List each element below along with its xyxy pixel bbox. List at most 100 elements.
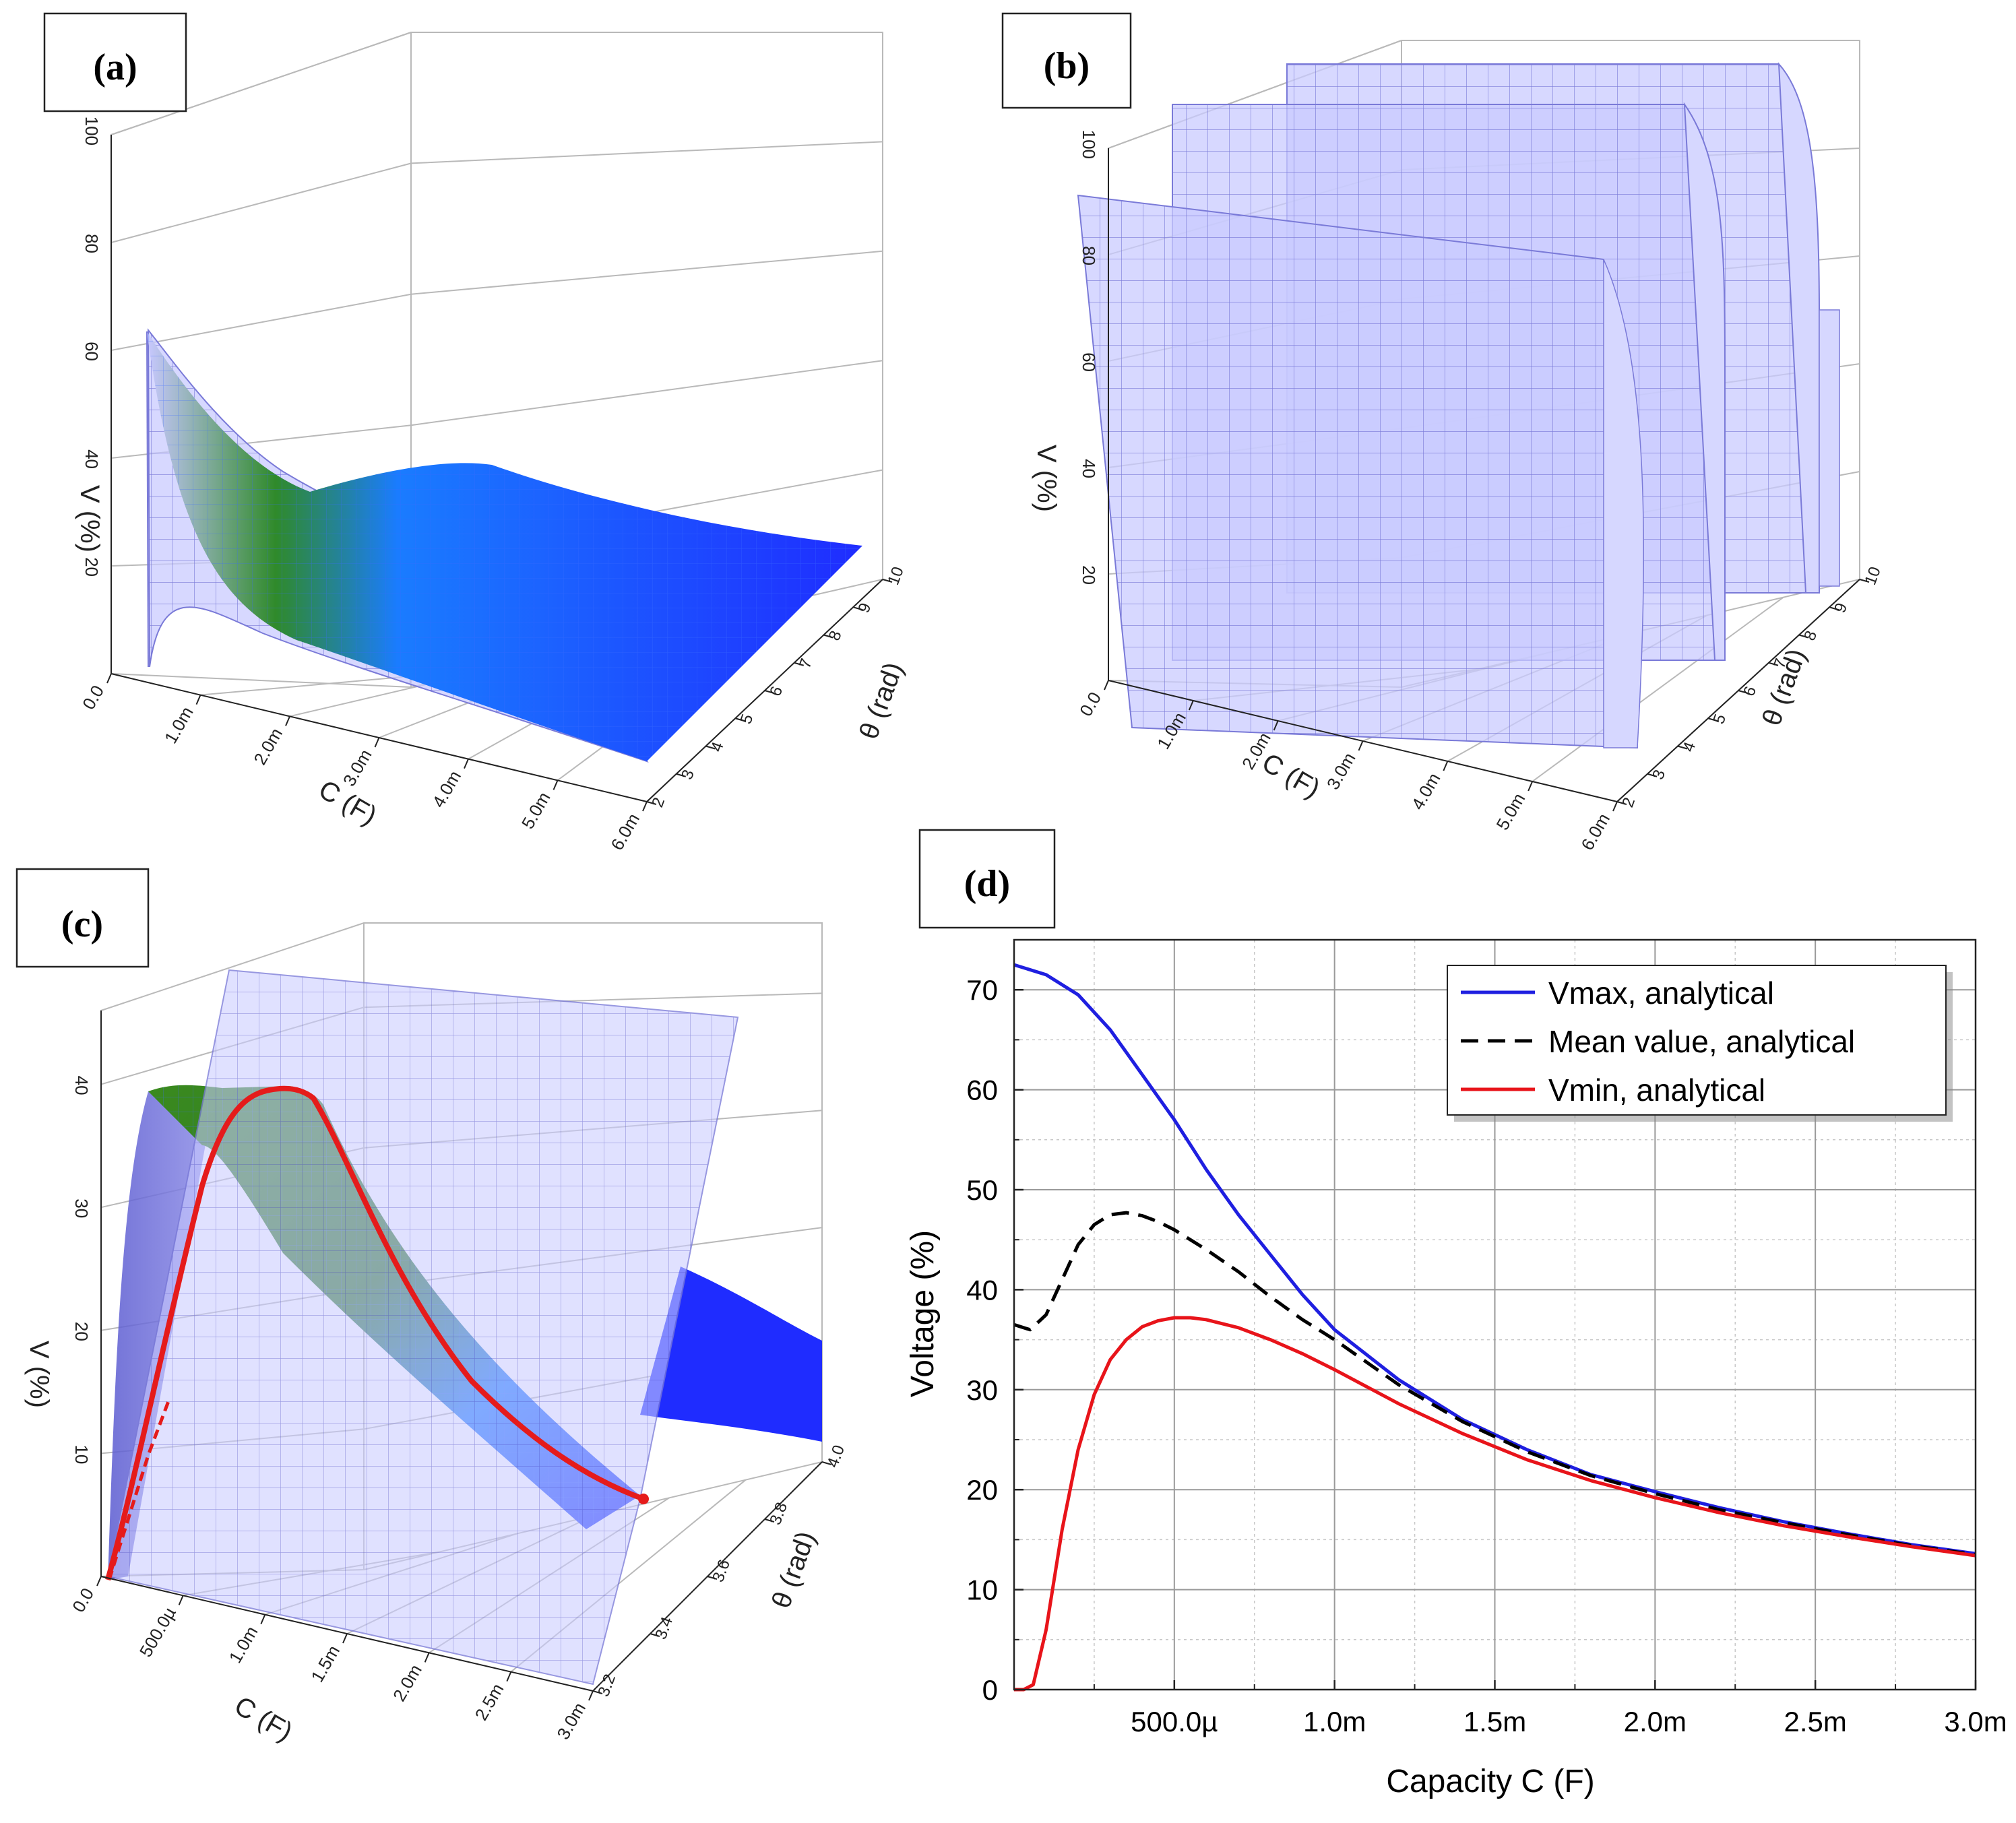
panel-b-y-tick xyxy=(1616,801,1627,805)
panel-d-x-tick-label: 500.0µ xyxy=(1131,1706,1218,1737)
panel-a-y-tick-label: 5 xyxy=(737,712,757,727)
panel-b-y-tick xyxy=(1829,606,1839,611)
panel-c-y-axis-title: θ (rad) xyxy=(766,1527,821,1612)
panel-d-series-vmin xyxy=(1014,1316,1976,1692)
panel-c-y-tick xyxy=(764,1518,775,1523)
panel-b-y-tick-label: 6 xyxy=(1740,684,1760,699)
panel-a-x-tick-label: 0.0 xyxy=(78,682,108,713)
panel-d-y-tick-label: 10 xyxy=(966,1574,998,1606)
panel-d-x-tick-label: 2.5m xyxy=(1784,1706,1846,1737)
panel-c-x-tick xyxy=(588,1690,594,1701)
panel-b-y-tick-label: 9 xyxy=(1831,601,1851,616)
panel-b-x-tick-label: 3.0m xyxy=(1323,749,1360,793)
panel-d-series-mean xyxy=(1013,1211,1976,1557)
panel-a-x-tick-label: 1.0m xyxy=(160,703,197,747)
panel-b-z-tick-label: 80 xyxy=(1079,246,1099,265)
panel-b-y-tick-label: 5 xyxy=(1709,712,1730,727)
panel-b-z-axis-title: V (%) xyxy=(1032,445,1061,512)
panel-c-y-tick-label: 3.6 xyxy=(709,1557,734,1585)
panel-d-label-box xyxy=(918,829,1056,929)
panel-a-y-tick-label: 8 xyxy=(825,629,846,643)
panel-c-y-tick-label: 4.0 xyxy=(823,1442,848,1470)
panel-a-y-tick-label: 9 xyxy=(855,601,875,616)
panel-a-z-gridline xyxy=(111,32,883,135)
panel-c-x-tick-label: 500.0µ xyxy=(135,1603,180,1660)
panel-a-x-tick xyxy=(195,695,201,705)
panel-c-surface xyxy=(105,969,822,1686)
panel-a-x-tick-label: 2.0m xyxy=(249,724,286,768)
panel-c-z-tick-label: 10 xyxy=(71,1444,92,1464)
panel-c-y-tick-label: 3.8 xyxy=(766,1500,791,1527)
panel-a-y-tick xyxy=(705,745,716,750)
legend-vmin-label: Vmin, analytical xyxy=(1548,1073,1765,1108)
panel-a-y-tick-label: 7 xyxy=(796,656,816,671)
panel-c-x-tick xyxy=(260,1614,266,1625)
panel-d-x-tick-label: 3.0m xyxy=(1944,1706,2007,1737)
panel-c-y-tick-label: 3.2 xyxy=(594,1671,619,1699)
panel-c-x-tick-label: 2.5m xyxy=(471,1680,508,1724)
panel-d-x-tick-label: 1.5m xyxy=(1463,1706,1526,1737)
panel-d: 500.0µ 1.0m 1.5m 2.0m 2.5m 3.0m 0 10 20 30 40 50 60 7… xyxy=(905,829,2007,1799)
panel-d-label: (d) xyxy=(964,863,1010,905)
panel-a-x-tick-label: 6.0m xyxy=(606,810,643,854)
panel-d-series xyxy=(1013,963,1976,1692)
panel-a-x-tick-label: 5.0m xyxy=(517,788,555,832)
panel-a-z-tick-label: 80 xyxy=(82,234,102,253)
panel-a-x-tick xyxy=(642,801,648,812)
panel-a-y-tick xyxy=(852,606,863,611)
panel-b-y-axis-title: θ (rad) xyxy=(1757,645,1812,730)
panel-b-y-tick-label: 8 xyxy=(1800,629,1821,643)
panel-d-y-axis-title: Voltage (%) xyxy=(905,1230,941,1397)
panel-b-x-axis-title: C (F) xyxy=(1257,748,1325,804)
panel-a-y-tick-label: 4 xyxy=(707,740,728,755)
panel-a-z-tick-label: 100 xyxy=(82,117,102,146)
panel-d-x-tick-label: 2.0m xyxy=(1624,1706,1687,1737)
panel-b-surface xyxy=(1077,62,1840,749)
panel-b-y-tick-label: 3 xyxy=(1649,767,1669,782)
panel-b-label: (b) xyxy=(1044,45,1090,87)
panel-a-label: (a) xyxy=(93,46,137,88)
panel-b-x-tick-label: 0.0 xyxy=(1075,689,1105,719)
panel-c-label-box xyxy=(15,868,150,968)
panel-d-x-axis-title: Capacity C (F) xyxy=(1386,1764,1594,1799)
panel-a-y-tick xyxy=(823,634,833,639)
panel-b-z-tick-label: 100 xyxy=(1079,130,1099,159)
panel-a-z-tick-label: 60 xyxy=(82,342,102,361)
panel-a-y-axis-title: θ (rad) xyxy=(854,658,909,743)
panel-a-y-tick xyxy=(734,717,745,722)
panel-d-y-tick-label: 60 xyxy=(966,1075,998,1106)
panel-b-x-tick xyxy=(1188,700,1194,711)
panel-a-y-tick-label: 3 xyxy=(678,767,698,782)
panel-c-label: (c) xyxy=(61,903,103,945)
panel-a-z-gridline xyxy=(111,141,883,243)
panel-b-y-tick xyxy=(1768,662,1779,666)
panel-b-y-tick-label: 2 xyxy=(1618,795,1639,810)
panel-a-y-tick xyxy=(882,579,893,583)
panel-c-x-tick-label: 1.0m xyxy=(225,1623,262,1667)
panel-b-x-tick xyxy=(1358,740,1364,751)
panel-b-z-tick-label: 60 xyxy=(1079,352,1099,372)
panel-a-x-tick xyxy=(553,779,559,790)
panel-c-z-tick-label: 40 xyxy=(71,1076,92,1095)
panel-c-y-tick-label: 3.4 xyxy=(652,1614,676,1642)
panel-c: 10 20 30 40 0.0 500.0µ 1.0m 1.5m 2.0m 2.5m 3.0m3.2… xyxy=(15,868,848,1747)
panel-d-x-tick-label: 1.0m xyxy=(1303,1706,1366,1737)
panel-a-z-axis-title: V (%) xyxy=(75,485,104,552)
panel-c-z-tick-label: 30 xyxy=(71,1198,92,1218)
panel-a-y-tick xyxy=(794,662,805,666)
panel-d-y-tick-label: 20 xyxy=(966,1474,998,1506)
panel-b-x-tick-label: 5.0m xyxy=(1492,790,1529,833)
panel-c-y-tick xyxy=(821,1461,832,1465)
panel-b-y-tick xyxy=(1738,690,1749,694)
panel-b-x-gridline xyxy=(1532,596,1784,782)
panel-d-y-tick-label: 40 xyxy=(966,1274,998,1306)
panel-b-y-tick xyxy=(1707,717,1718,722)
panel-d-y-tick-label: 70 xyxy=(966,974,998,1006)
panel-b-y-tick xyxy=(1677,745,1688,750)
legend-mean-label: Mean value, analytical xyxy=(1548,1024,1855,1059)
panel-c-y-tick xyxy=(592,1690,603,1694)
panel-c-y-tick xyxy=(650,1633,660,1637)
